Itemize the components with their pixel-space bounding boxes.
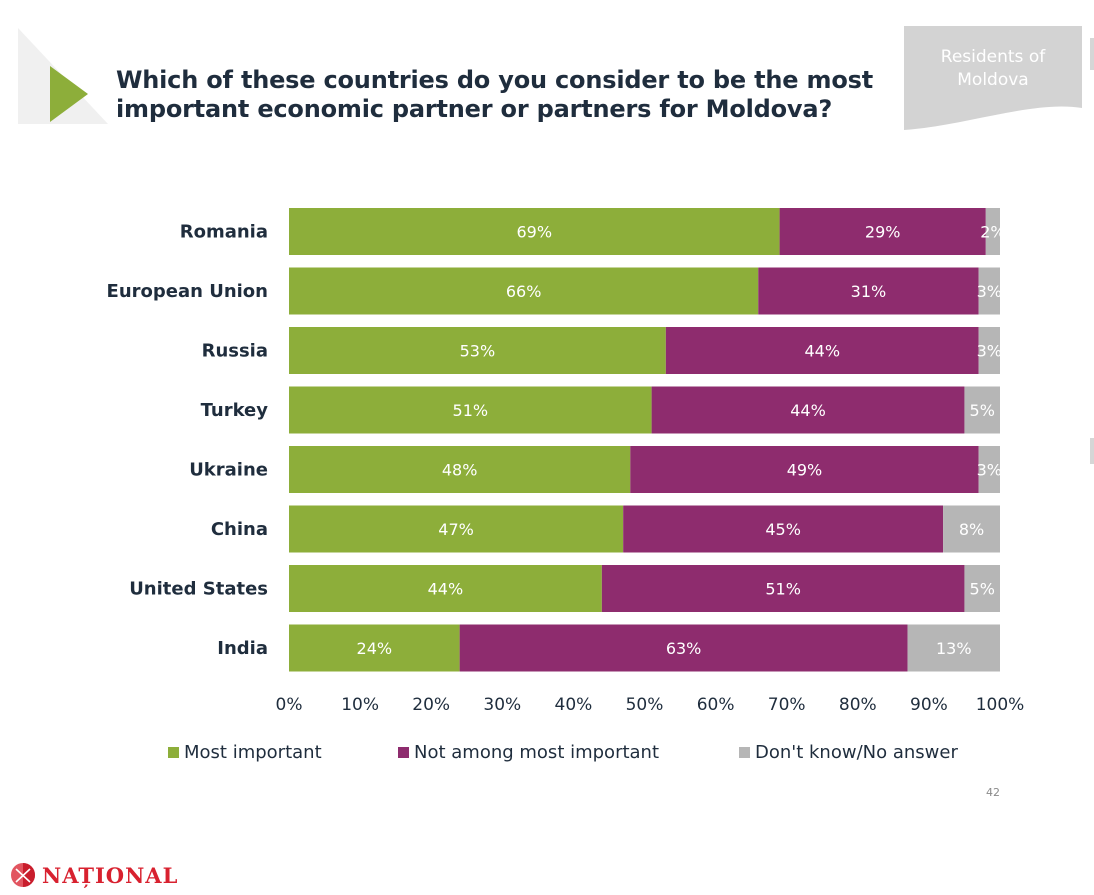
x-tick-label: 0% <box>276 695 303 715</box>
x-tick-label: 20% <box>412 695 450 715</box>
data-label-russia-series-1: 44% <box>804 342 840 361</box>
x-tick-label: 40% <box>555 695 593 715</box>
bar-united-states-series-2 <box>964 565 1000 612</box>
bars-group: 69% 29% 2% 66% 31% 3% 53% 44% 3% 51% 44% 5% 48% 49% 3%… <box>289 208 1006 672</box>
bar-ukraine-series-2 <box>978 446 1000 493</box>
data-label-china-series-2: 8% <box>959 520 984 539</box>
bar-china-series-0 <box>289 505 624 553</box>
edge-mark <box>1090 38 1094 70</box>
data-label-european-union-series-2: 3% <box>977 282 1002 301</box>
legend-item-not-among: Not among most important <box>398 742 659 763</box>
data-label-romania-series-2: 2% <box>980 223 1005 242</box>
category-labels: Romania European Union Russia Turkey Ukraine… <box>107 222 269 660</box>
data-label-india-series-2: 13% <box>936 639 972 658</box>
bar-romania-series-2 <box>985 208 1000 255</box>
edge-mark <box>1090 438 1094 464</box>
bar-turkey-series-0 <box>289 386 652 434</box>
x-axis-ticks: 0% 10% 20% 30% 40% 50% 60% 70% 80% 90% 100% <box>276 695 1025 715</box>
bar-china-series-2 <box>943 505 1000 553</box>
bar-european-union-series-1 <box>758 267 979 315</box>
legend-label: Most important <box>184 742 322 763</box>
bar-united-states-series-0 <box>289 565 602 612</box>
legend-swatch <box>168 747 179 758</box>
legend-swatch <box>739 747 750 758</box>
data-label-european-union-series-0: 66% <box>506 282 542 301</box>
legend-item-most-important: Most important <box>168 742 322 763</box>
bar-ukraine-series-1 <box>630 446 979 493</box>
data-label-united-states-series-2: 5% <box>970 580 995 599</box>
x-tick-label: 70% <box>768 695 806 715</box>
data-label-romania-series-1: 29% <box>865 223 901 242</box>
bar-russia-series-2 <box>978 327 1000 374</box>
flag-globe-icon <box>11 863 35 887</box>
data-label-russia-series-2: 3% <box>977 342 1002 361</box>
audience-label: Residents of Moldova <box>940 47 1046 90</box>
stacked-bar-chart: 69% 29% 2% 66% 31% 3% 53% 44% 3% 51% 44% 5% 48% 49% 3%… <box>107 208 1025 715</box>
legend-label: Not among most important <box>414 742 660 763</box>
data-label-turkey-series-1: 44% <box>790 401 826 420</box>
bar-china-series-1 <box>623 505 944 553</box>
legend-swatch <box>398 747 409 758</box>
page-number: 42 <box>986 786 1000 799</box>
data-label-india-series-0: 24% <box>357 639 393 658</box>
bar-romania-series-1 <box>779 208 986 255</box>
x-tick-label: 80% <box>839 695 877 715</box>
bar-turkey-series-1 <box>651 386 965 434</box>
legend-label: Don't know/No answer <box>755 742 958 763</box>
data-label-russia-series-0: 53% <box>460 342 496 361</box>
bar-india-series-0 <box>289 624 460 672</box>
audience-tab <box>904 26 1082 130</box>
logo: NAȚIONAL <box>10 860 178 890</box>
category-label-ukraine: Ukraine <box>189 460 268 481</box>
bar-ukraine-series-0 <box>289 446 631 493</box>
page-title: Which of these countries do you consider… <box>116 66 873 123</box>
data-label-united-states-series-0: 44% <box>428 580 464 599</box>
arrow-icon <box>18 28 108 124</box>
data-label-ukraine-series-1: 49% <box>787 461 823 480</box>
category-label-china: China <box>211 519 268 540</box>
bar-united-states-series-1 <box>601 565 965 612</box>
data-label-china-series-0: 47% <box>438 520 474 539</box>
category-label-united-states: United States <box>129 579 268 600</box>
data-label-romania-series-0: 69% <box>517 223 553 242</box>
x-tick-label: 90% <box>910 695 948 715</box>
x-tick-label: 100% <box>976 695 1025 715</box>
data-label-ukraine-series-0: 48% <box>442 461 478 480</box>
data-label-united-states-series-1: 51% <box>765 580 801 599</box>
category-label-european-union: European Union <box>107 281 268 302</box>
data-label-ukraine-series-2: 3% <box>977 461 1002 480</box>
data-label-turkey-series-0: 51% <box>453 401 489 420</box>
x-tick-label: 50% <box>626 695 664 715</box>
bar-european-union-series-0 <box>289 267 759 315</box>
data-label-china-series-1: 45% <box>765 520 801 539</box>
x-tick-label: 10% <box>341 695 379 715</box>
category-label-india: India <box>217 638 268 659</box>
category-label-romania: Romania <box>180 222 268 243</box>
bar-india-series-1 <box>459 624 908 672</box>
bar-turkey-series-2 <box>964 386 1000 434</box>
category-label-turkey: Turkey <box>201 400 269 421</box>
x-tick-label: 60% <box>697 695 735 715</box>
data-label-european-union-series-1: 31% <box>851 282 887 301</box>
data-label-india-series-1: 63% <box>666 639 702 658</box>
legend-item-dont-know: Don't know/No answer <box>739 742 958 763</box>
logo-text: NAȚIONAL <box>42 862 179 888</box>
category-label-russia: Russia <box>202 341 268 362</box>
bar-russia-series-0 <box>289 327 666 374</box>
x-tick-label: 30% <box>483 695 521 715</box>
bar-european-union-series-2 <box>978 267 1000 315</box>
data-label-turkey-series-2: 5% <box>970 401 995 420</box>
bar-india-series-2 <box>907 624 1000 672</box>
bar-russia-series-1 <box>665 327 979 374</box>
bar-romania-series-0 <box>289 208 780 255</box>
